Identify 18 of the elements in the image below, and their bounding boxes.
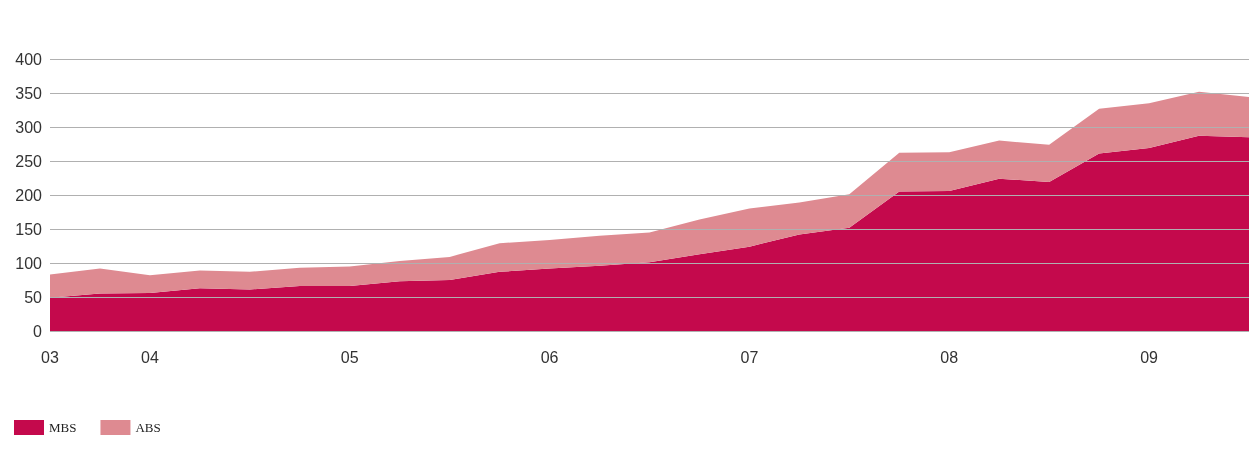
legend-label: ABS xyxy=(135,420,161,435)
x-tick-label: 05 xyxy=(340,348,359,366)
y-tick-label: 350 xyxy=(15,84,43,102)
y-tick-label: 50 xyxy=(24,288,43,306)
x-tick-label: 07 xyxy=(740,348,759,366)
y-tick-label: 100 xyxy=(15,254,43,272)
x-tick-label: 08 xyxy=(940,348,959,366)
y-tick-label: 250 xyxy=(15,152,43,170)
y-tick-label: 400 xyxy=(15,50,43,68)
y-tick-label: 0 xyxy=(33,322,43,340)
x-tick-label: 09 xyxy=(1140,348,1159,366)
x-tick-label: 04 xyxy=(141,348,159,366)
x-tick-label: 03 xyxy=(41,348,59,366)
y-tick-label: 150 xyxy=(15,220,43,238)
x-tick-label: 06 xyxy=(540,348,559,366)
legend-label: MBS xyxy=(49,420,77,435)
y-tick-label: 200 xyxy=(15,186,43,204)
y-tick-label: 300 xyxy=(15,118,43,136)
